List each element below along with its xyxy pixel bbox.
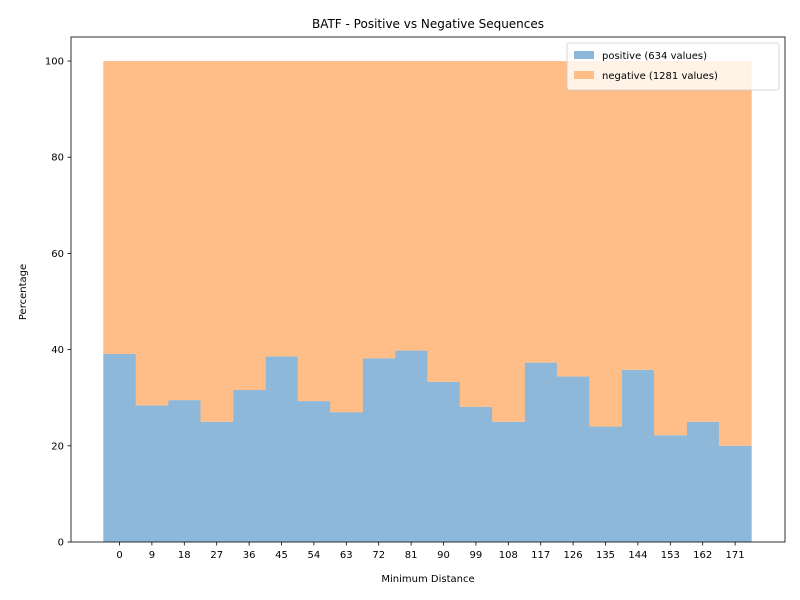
bar-positive-99 — [459, 406, 493, 542]
bar-positive-81 — [394, 350, 428, 542]
bar-positive-72 — [362, 358, 396, 542]
bar-negative-45 — [265, 61, 299, 357]
bar-positive-135 — [589, 426, 623, 542]
bar-positive-171 — [718, 445, 752, 542]
bar-positive-9 — [135, 405, 169, 542]
x-tick-label: 0 — [116, 550, 122, 561]
bar-positive-45 — [265, 356, 299, 542]
bar-negative-27 — [200, 61, 234, 422]
bar-negative-18 — [168, 61, 201, 401]
x-tick-label: 126 — [564, 550, 583, 561]
x-tick-label: 45 — [275, 550, 288, 561]
x-tick-label: 63 — [340, 550, 353, 561]
bar-positive-54 — [297, 401, 331, 542]
bar-negative-171 — [718, 61, 752, 446]
bar-negative-153 — [654, 61, 687, 436]
x-tick-label: 162 — [693, 550, 712, 561]
bar-positive-153 — [654, 435, 687, 542]
bar-negative-117 — [524, 61, 558, 363]
bar-positive-63 — [330, 412, 363, 542]
y-tick-label: 20 — [51, 441, 64, 452]
x-tick-label: 153 — [661, 550, 680, 561]
bar-negative-54 — [297, 61, 331, 402]
bar-positive-27 — [200, 421, 234, 542]
bar-positive-126 — [556, 376, 590, 542]
x-tick-label: 144 — [628, 550, 647, 561]
bar-negative-9 — [135, 61, 169, 406]
axes-frame — [70, 36, 786, 543]
bar-negative-90 — [427, 61, 461, 382]
x-tick-label: 171 — [726, 550, 745, 561]
bar-positive-108 — [492, 421, 525, 542]
bar-negative-126 — [556, 61, 590, 377]
y-axis-label: Percentage — [18, 264, 29, 320]
legend-label-positive: positive (634 values) — [602, 51, 707, 62]
bar-negative-81 — [394, 61, 428, 351]
bar-negative-0 — [103, 61, 137, 354]
y-tick-label: 80 — [51, 153, 64, 164]
bar-negative-144 — [621, 61, 655, 370]
x-axis-label: Minimum Distance — [381, 574, 474, 585]
bar-positive-117 — [524, 362, 558, 542]
bar-negative-99 — [459, 61, 493, 407]
y-tick-label: 0 — [58, 538, 64, 549]
legend-swatch-positive — [574, 51, 594, 59]
legend-box — [566, 42, 780, 91]
y-tick-label: 60 — [51, 249, 64, 260]
bar-negative-135 — [589, 61, 623, 427]
x-tick-label: 54 — [308, 550, 321, 561]
x-tick-label: 18 — [178, 550, 191, 561]
chart-title: BATF - Positive vs Negative Sequences — [312, 17, 544, 31]
bars-group — [103, 61, 752, 542]
x-tick-label: 135 — [596, 550, 615, 561]
bar-positive-162 — [686, 421, 720, 542]
x-tick-label: 72 — [372, 550, 385, 561]
axes-group: 0 20 40 60 80 100 0 9 18 27 36 45 54 63 72 81 90 99 108 117… — [45, 36, 786, 561]
bar-positive-0 — [103, 353, 137, 542]
x-tick-label: 99 — [470, 550, 483, 561]
x-tick-label: 117 — [531, 550, 550, 561]
x-tick-label: 108 — [499, 550, 518, 561]
bar-negative-36 — [232, 61, 266, 391]
bar-positive-90 — [427, 381, 461, 542]
x-tick-label: 9 — [149, 550, 155, 561]
bar-positive-36 — [232, 390, 266, 542]
y-tick-label: 100 — [45, 57, 64, 68]
bar-positive-144 — [621, 369, 655, 542]
legend-swatch-negative — [574, 71, 594, 79]
legend: positive (634 values) negative (1281 valu… — [566, 42, 780, 91]
bar-negative-162 — [686, 61, 720, 422]
bar-positive-18 — [168, 400, 201, 542]
x-tick-label: 36 — [243, 550, 256, 561]
bar-negative-108 — [492, 61, 525, 422]
x-tick-label: 27 — [210, 550, 223, 561]
y-tick-label: 40 — [51, 345, 64, 356]
x-tick-label: 81 — [405, 550, 418, 561]
bar-negative-72 — [362, 61, 396, 359]
bar-negative-63 — [330, 61, 363, 413]
x-tick-label: 90 — [437, 550, 450, 561]
legend-label-negative: negative (1281 values) — [602, 71, 718, 82]
